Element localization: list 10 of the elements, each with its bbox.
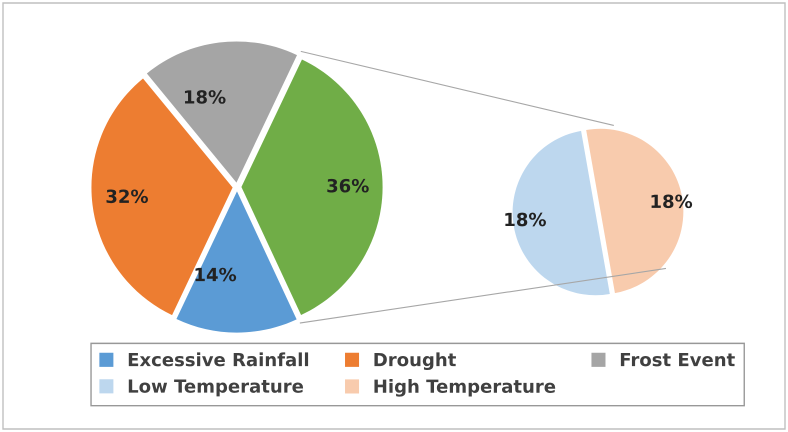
data-label: 18% [184,90,226,104]
data-label: 36% [327,178,369,193]
legend-label: Frost Event [620,352,735,366]
legend-label: Low Temperature [128,379,304,396]
data-label: 32% [106,189,148,204]
legend-label: Drought [374,352,456,370]
data-label: 18% [652,194,692,208]
legend-label: Excessive Rainfall [128,352,308,366]
legend-label: High Temperature [374,379,556,397]
data-label: 18% [505,212,546,226]
